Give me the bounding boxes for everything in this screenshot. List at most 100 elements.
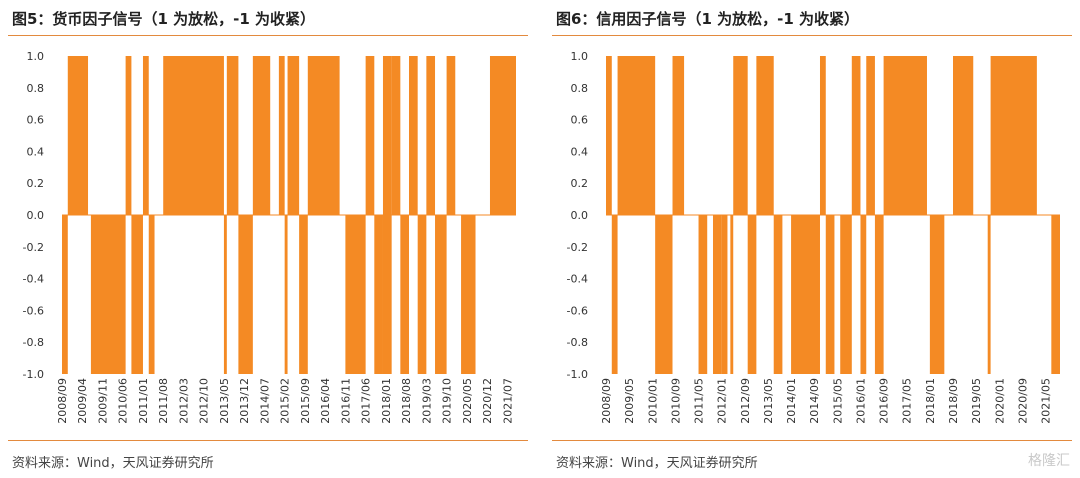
x-tick-label: 2020/12: [481, 378, 494, 424]
signal-segment: [825, 215, 835, 374]
x-tick-label: 2010/01: [646, 378, 659, 424]
x-tick-label: 2012/10: [198, 378, 211, 424]
signal-segment: [883, 56, 927, 215]
signal-segment: [365, 56, 375, 215]
signal-segment: [840, 215, 852, 374]
x-tick-label: 2008/09: [56, 378, 69, 424]
x-tick-label: 2009/05: [623, 378, 636, 424]
y-tick-label: -0.4: [23, 273, 44, 286]
title-divider: [8, 35, 528, 36]
signal-segment: [382, 56, 392, 215]
x-tick-label: 2013/12: [238, 378, 251, 424]
signal-segment: [461, 215, 476, 374]
signal-segment: [987, 215, 991, 374]
y-tick-label: 0.2: [571, 177, 589, 190]
signal-segment: [67, 56, 89, 215]
signal-segment: [435, 215, 447, 374]
x-tick-label: 2013/05: [218, 378, 231, 424]
x-tick-label: 2015/05: [831, 378, 844, 424]
signal-segment: [426, 56, 436, 215]
signal-segment: [62, 215, 68, 374]
x-tick-label: 2017/06: [360, 378, 373, 424]
y-tick-label: 0.2: [27, 177, 45, 190]
y-tick-label: 0.0: [27, 209, 45, 222]
signal-segment: [655, 215, 673, 374]
y-tick-label: -0.8: [567, 336, 588, 349]
y-tick-label: -0.2: [23, 241, 44, 254]
signal-segment: [287, 56, 300, 215]
signal-segment: [142, 56, 149, 215]
x-tick-label: 2019/05: [970, 378, 983, 424]
x-tick-label: 2017/05: [901, 378, 914, 424]
signal-segment: [606, 56, 612, 215]
signal-segment: [851, 56, 861, 215]
x-tick-label: 2012/09: [739, 378, 752, 424]
y-tick-label: -0.4: [567, 273, 588, 286]
chart-title: 图5：货币因子信号（1 为放松，-1 为收紧）: [12, 10, 315, 28]
signal-segment: [345, 215, 366, 374]
x-tick-label: 2011/01: [137, 378, 150, 424]
y-tick-label: -0.2: [567, 241, 588, 254]
signal-segment: [756, 56, 774, 215]
signal-segment: [929, 215, 945, 374]
signal-segment: [284, 215, 288, 374]
x-tick-label: 2016/09: [878, 378, 891, 424]
chart-title: 图6：信用因子信号（1 为放松，-1 为收紧）: [556, 10, 859, 28]
y-tick-label: -1.0: [567, 368, 588, 381]
signal-segment: [125, 56, 132, 215]
x-tick-label: 2010/09: [669, 378, 682, 424]
x-tick-label: 2018/01: [924, 378, 937, 424]
x-tick-label: 2012/03: [177, 378, 190, 424]
y-tick-label: 0.8: [27, 82, 45, 95]
x-tick-label: 2016/11: [339, 378, 352, 424]
x-tick-label: 2014/09: [808, 378, 821, 424]
y-tick-label: 0.8: [571, 82, 589, 95]
x-tick-label: 2012/01: [716, 378, 729, 424]
signal-segment: [299, 215, 308, 374]
source-divider: [552, 440, 1072, 441]
signal-segment: [252, 56, 271, 215]
x-tick-label: 2018/08: [400, 378, 413, 424]
signal-segment: [400, 215, 410, 374]
chart-panel-credit: 图6：信用因子信号（1 为放松，-1 为收紧） 1.0 0.8 0.6 0.4 0.2 0…: [552, 0, 1080, 478]
x-tick-label: 2020/01: [993, 378, 1006, 424]
signal-segment: [733, 56, 748, 215]
signal-segment: [1051, 215, 1060, 374]
y-tick-label: 1.0: [27, 50, 45, 63]
x-tick-label: 2019/10: [441, 378, 454, 424]
y-tick-label: 0.0: [571, 209, 589, 222]
source-note: 资料来源：Wind，天风证券研究所: [12, 456, 214, 471]
signal-segment: [953, 56, 974, 215]
y-tick-label: 1.0: [571, 50, 589, 63]
x-tick-label: 2008/09: [600, 378, 613, 424]
y-tick-label: -0.6: [23, 304, 44, 317]
signal-segment: [819, 56, 826, 215]
signal-segment: [791, 215, 820, 374]
credit-signal-chart: 1.0 0.8 0.6 0.4 0.2 0.0 -0.2 -0.4 -0.6 -0.8 -1.0 20…: [567, 50, 1060, 424]
signal-segment: [307, 56, 340, 215]
y-tick-label: -0.6: [567, 304, 588, 317]
x-tick-label: 2018/01: [380, 378, 393, 424]
x-tick-label: 2021/07: [501, 378, 514, 424]
x-tick-label: 2013/05: [762, 378, 775, 424]
signal-segment: [131, 215, 143, 374]
signal-segment: [866, 56, 875, 215]
signal-segment: [278, 56, 285, 215]
signal-segment: [672, 56, 685, 215]
signal-segment: [747, 215, 757, 374]
signal-segment: [721, 215, 728, 374]
y-tick-label: -1.0: [23, 368, 44, 381]
x-tick-label: 2021/05: [1040, 378, 1053, 424]
money-signal-chart: 1.0 0.8 0.6 0.4 0.2 0.0 -0.2 -0.4 -0.6 -0.8 -1.0 20…: [23, 50, 516, 424]
signal-segment: [990, 56, 1037, 215]
signal-segment: [773, 215, 783, 374]
signal-segment: [226, 56, 239, 215]
signal-segment: [698, 215, 708, 374]
signal-segment: [446, 56, 456, 215]
x-tick-label: 2015/09: [299, 378, 312, 424]
signal-segment: [874, 215, 884, 374]
signal-segment: [374, 215, 383, 374]
source-divider: [8, 440, 528, 441]
x-tick-label: 2016/04: [319, 378, 332, 424]
x-tick-label: 2014/01: [785, 378, 798, 424]
